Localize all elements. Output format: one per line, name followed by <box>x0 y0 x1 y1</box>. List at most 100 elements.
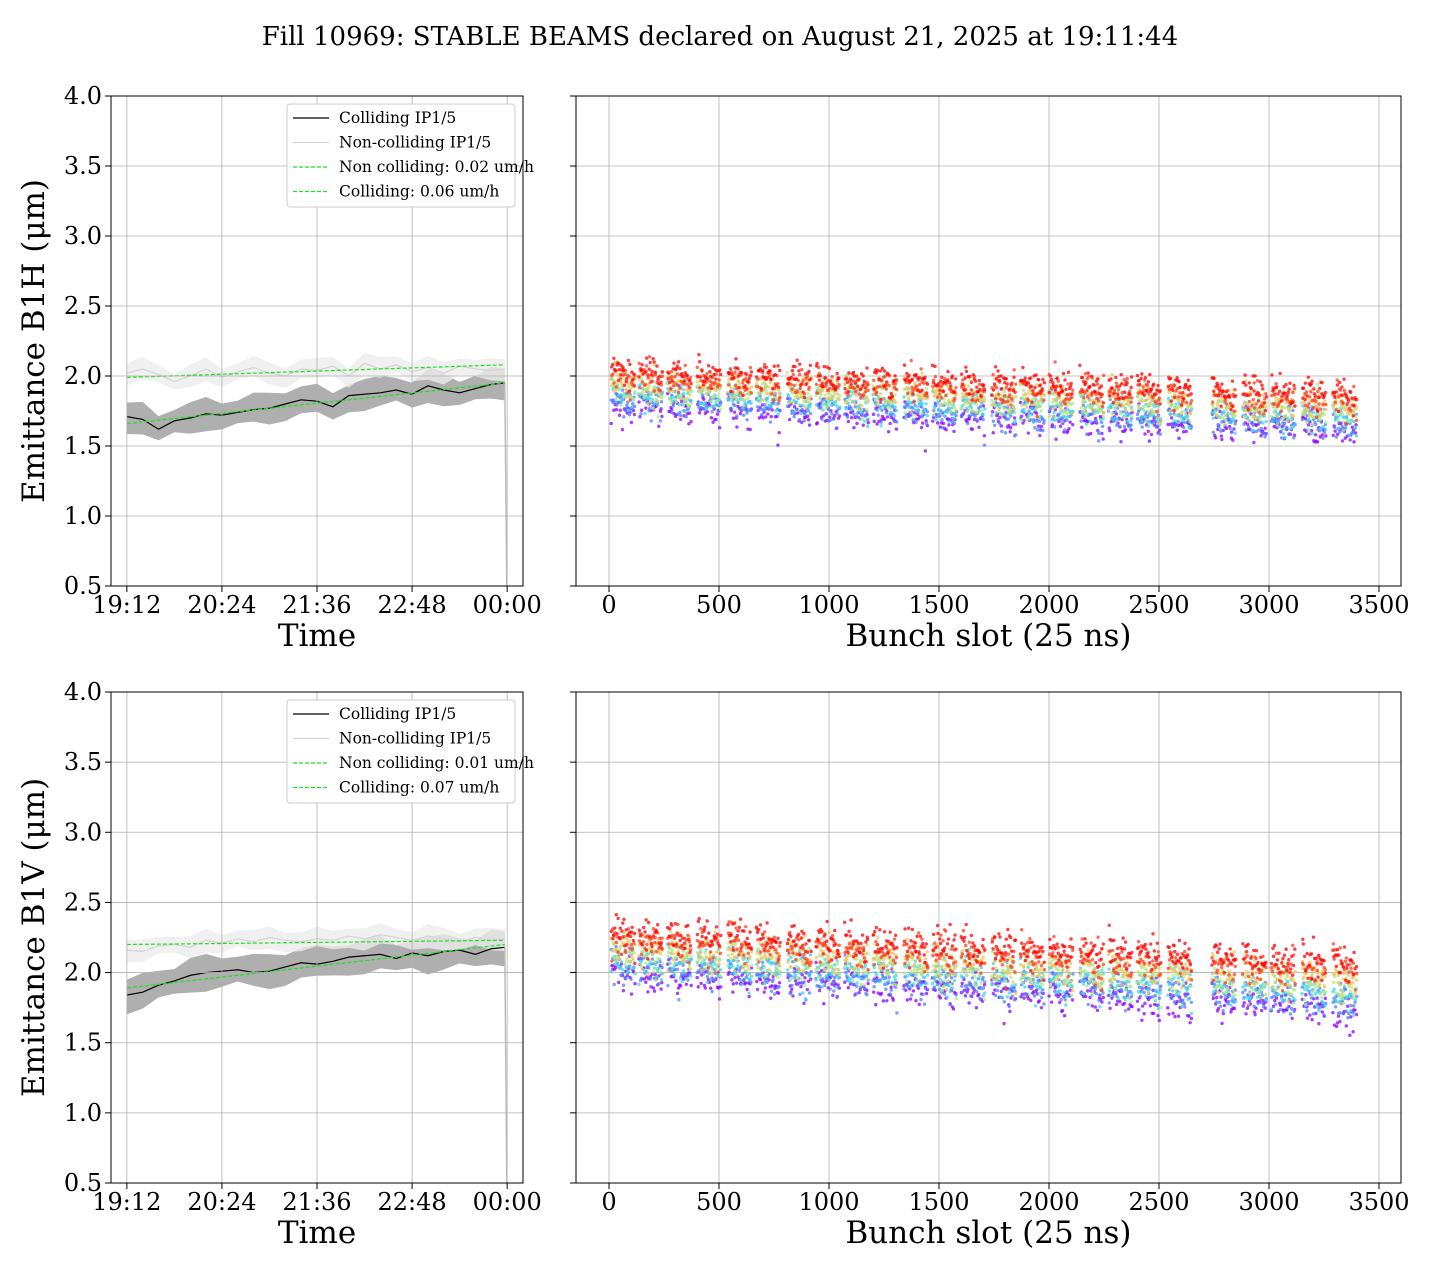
scatter-point <box>872 419 876 424</box>
scatter-point <box>853 402 857 406</box>
scatter-point <box>649 406 653 410</box>
scatter-point <box>847 397 852 401</box>
scatter-point <box>834 426 838 431</box>
x-tick-label: 22:48 <box>377 591 446 619</box>
scatter-point <box>1306 404 1310 409</box>
scatter-point <box>1245 402 1250 406</box>
scatter-point <box>1324 407 1328 412</box>
scatter-point <box>687 422 691 426</box>
scatter-point <box>778 408 782 413</box>
scatter-point <box>834 399 838 404</box>
scatter-point <box>1218 415 1222 420</box>
scatter-point <box>1345 416 1349 420</box>
scatter-point <box>1311 411 1316 415</box>
scatter-point <box>935 400 940 405</box>
scatter-point <box>745 387 749 391</box>
scatter-point <box>1135 412 1140 417</box>
scatter-point <box>960 990 965 994</box>
scatter-point <box>1185 404 1190 408</box>
scatter-point <box>1322 413 1327 417</box>
scatter-point <box>823 393 827 397</box>
scatter-point <box>1182 420 1187 425</box>
scatter-point <box>858 387 862 392</box>
scatter-point <box>1175 419 1179 424</box>
scatter-point <box>619 377 623 381</box>
scatter-point <box>806 408 810 413</box>
scatter-point <box>717 378 721 382</box>
scatter-point <box>1211 996 1216 1001</box>
scatter-point <box>651 986 656 990</box>
scatter-point <box>1284 382 1288 387</box>
scatter-point <box>864 395 868 399</box>
scatter-point <box>620 398 625 402</box>
scatter-point <box>684 982 689 986</box>
scatter-point <box>1180 421 1184 425</box>
scatter-point <box>1168 412 1173 416</box>
scatter-point <box>1333 429 1337 433</box>
scatter-point <box>814 403 818 407</box>
scatter-point <box>1058 424 1063 428</box>
scatter-point <box>966 384 971 388</box>
scatter-point <box>733 370 737 374</box>
scatter-point <box>790 987 794 991</box>
scatter-point <box>967 417 971 421</box>
scatter-point <box>687 411 692 415</box>
scatter-point <box>738 407 742 411</box>
scatter-point <box>1122 1001 1127 1006</box>
legend-label: Colliding IP1/5 <box>339 705 456 723</box>
scatter-point <box>1008 1009 1012 1014</box>
scatter-point <box>698 386 702 390</box>
scatter-point <box>1146 380 1151 384</box>
scatter-point <box>745 418 749 422</box>
scatter-point <box>1037 419 1042 424</box>
scatter-point <box>707 403 712 407</box>
scatter-point <box>1264 419 1268 424</box>
scatter-point <box>834 402 838 406</box>
scatter-point <box>764 377 769 381</box>
y-tick-label: 1.5 <box>64 1029 102 1057</box>
scatter-point <box>964 365 968 369</box>
scatter-point <box>1182 425 1186 430</box>
scatter-point <box>1323 390 1328 395</box>
scatter-point <box>1188 424 1192 428</box>
scatter-point <box>733 975 737 980</box>
scatter-point <box>800 382 804 386</box>
scatter-point <box>770 408 774 412</box>
scatter-point <box>1086 371 1090 375</box>
scatter-point <box>798 362 802 366</box>
scatter-point <box>1040 389 1044 393</box>
scatter-point <box>1264 432 1268 436</box>
scatter-point <box>1283 435 1287 440</box>
scatter-point <box>827 386 832 391</box>
scatter-point <box>1210 403 1215 407</box>
scatter-point <box>1230 379 1235 383</box>
scatter-point <box>970 398 974 402</box>
scatter-point <box>763 986 768 990</box>
scatter-point <box>1278 1003 1283 1007</box>
scatter-point <box>1008 407 1013 412</box>
scatter-point <box>795 395 799 399</box>
scatter-point <box>866 417 870 422</box>
scatter-point <box>982 383 986 387</box>
scatter-point <box>875 385 880 389</box>
scatter-point <box>1124 412 1129 416</box>
scatter-point <box>1181 416 1185 420</box>
scatter-point <box>922 381 926 385</box>
scatter-point <box>891 998 896 1002</box>
scatter-point <box>685 373 690 378</box>
scatter-point <box>648 977 653 981</box>
x-axis-label: Time <box>278 618 356 654</box>
scatter-point <box>741 403 746 408</box>
scatter-point <box>666 983 670 988</box>
scatter-point <box>1115 384 1119 389</box>
scatter-point <box>853 381 858 385</box>
x-tick-label: 20:24 <box>187 1188 256 1216</box>
scatter-point <box>1042 398 1046 402</box>
scatter-point <box>768 381 772 385</box>
scatter-point <box>976 410 980 414</box>
scatter-point <box>1188 1020 1192 1025</box>
scatter-point <box>797 369 801 373</box>
scatter-point <box>1096 382 1100 386</box>
scatter-point <box>609 377 614 381</box>
